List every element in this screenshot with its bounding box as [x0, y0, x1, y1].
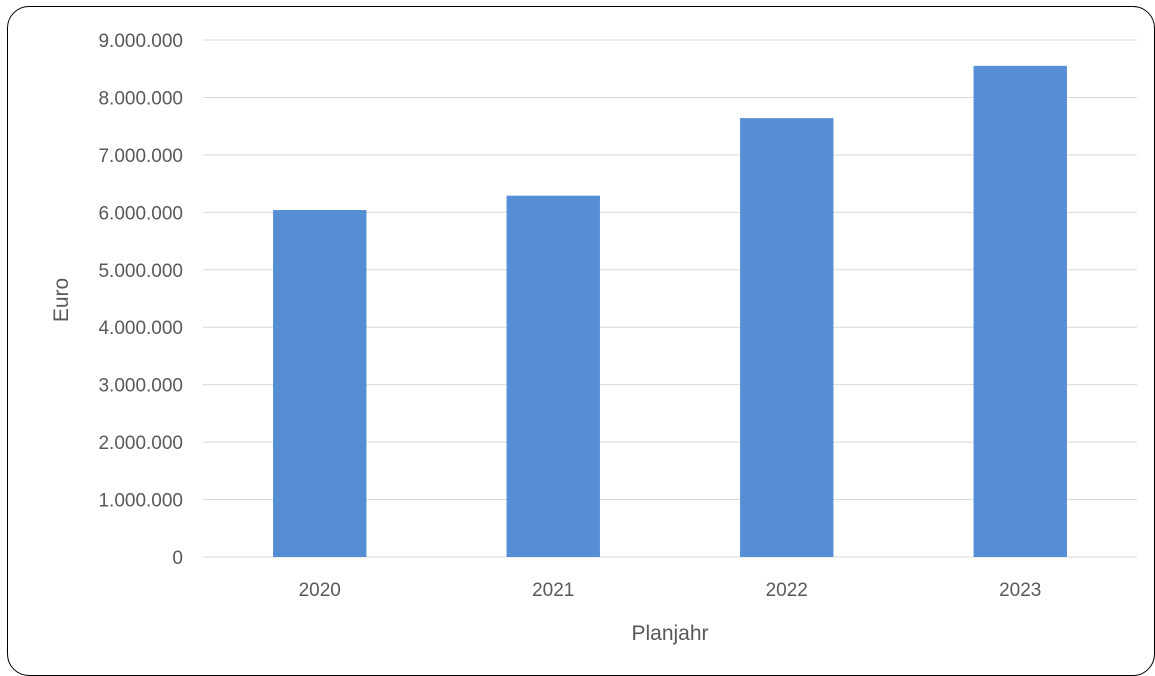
- y-tick-label: 1.000.000: [98, 491, 183, 512]
- y-tick-label: 0: [172, 548, 183, 569]
- y-tick-label: 2.000.000: [98, 433, 183, 454]
- y-tick-label: 6.000.000: [98, 203, 183, 224]
- y-tick-label: 3.000.000: [98, 376, 183, 397]
- x-tick-label: 2023: [999, 580, 1041, 601]
- y-tick-label: 7.000.000: [98, 146, 183, 167]
- y-tick-label: 4.000.000: [98, 318, 183, 339]
- bar-2023: [973, 65, 1067, 557]
- bar-2022: [740, 118, 834, 557]
- x-tick-label: 2022: [766, 580, 808, 601]
- x-tick-label: 2021: [532, 580, 574, 601]
- y-axis-tick-labels: 0 1.000.000 2.000.000 3.000.000 4.000.000 5.0…: [98, 31, 183, 569]
- x-axis-tick-labels: 2020 2021 2022 2023: [299, 580, 1042, 601]
- y-axis-title: Euro: [50, 278, 73, 322]
- y-tick-label: 8.000.000: [98, 88, 183, 109]
- x-axis-title: Planjahr: [631, 622, 708, 645]
- bar-2021: [506, 195, 600, 557]
- bars: [273, 65, 1067, 557]
- bar-2020: [273, 210, 367, 557]
- y-tick-label: 5.000.000: [98, 261, 183, 282]
- x-tick-label: 2020: [299, 580, 341, 601]
- y-tick-label: 9.000.000: [98, 31, 183, 52]
